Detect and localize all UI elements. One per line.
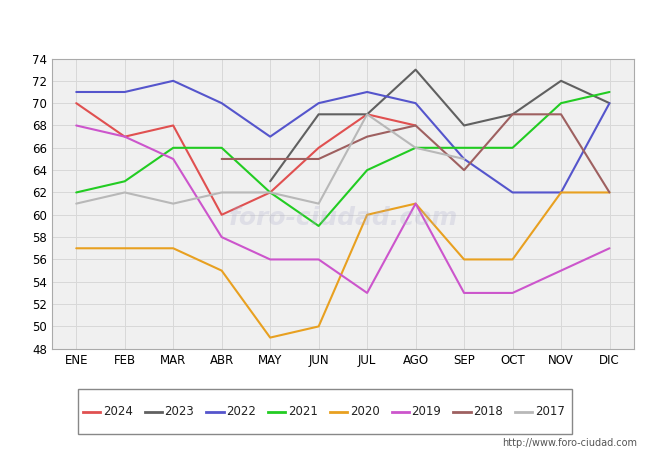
Text: 2019: 2019 — [411, 405, 441, 418]
Text: foro-ciudad.com: foro-ciudad.com — [228, 206, 458, 230]
Text: 2023: 2023 — [164, 405, 194, 418]
Text: 2024: 2024 — [103, 405, 133, 418]
Text: Afiliados en Vistabella del Maestrat a 31/8/2024: Afiliados en Vistabella del Maestrat a 3… — [126, 16, 524, 34]
Text: 2017: 2017 — [535, 405, 565, 418]
Text: http://www.foro-ciudad.com: http://www.foro-ciudad.com — [502, 438, 637, 448]
Text: 2021: 2021 — [288, 405, 318, 418]
Text: 2018: 2018 — [473, 405, 503, 418]
Text: 2020: 2020 — [350, 405, 380, 418]
Text: 2022: 2022 — [226, 405, 256, 418]
